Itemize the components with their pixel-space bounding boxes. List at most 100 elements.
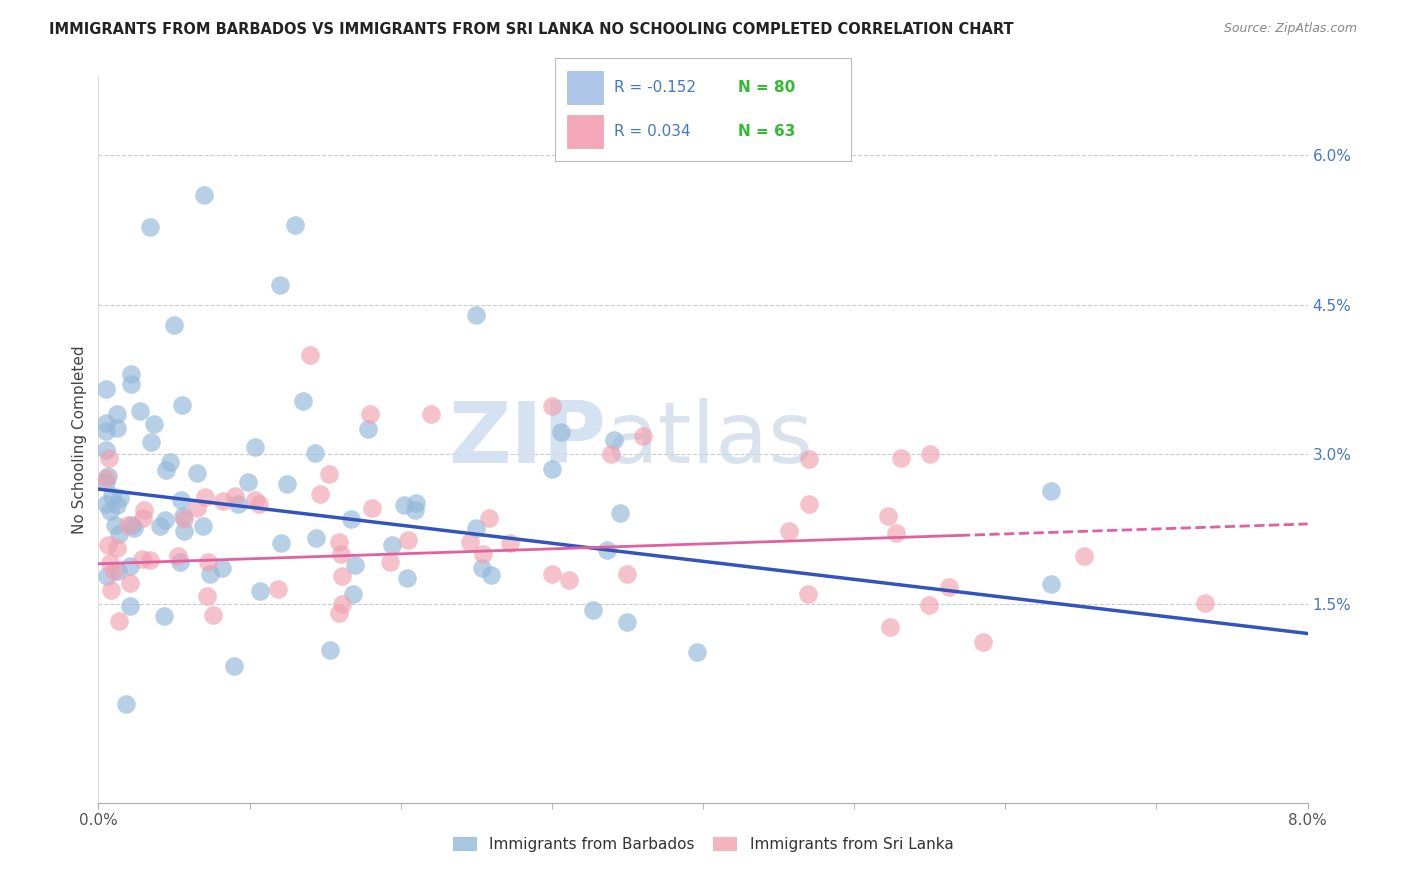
Y-axis label: No Schooling Completed: No Schooling Completed bbox=[72, 345, 87, 533]
Text: N = 63: N = 63 bbox=[738, 124, 796, 139]
Point bbox=[138, 219, 160, 234]
Point bbox=[94, 475, 117, 489]
Legend: Immigrants from Barbados, Immigrants from Sri Lanka: Immigrants from Barbados, Immigrants fro… bbox=[449, 833, 957, 857]
Point bbox=[186, 501, 208, 516]
Bar bbox=[567, 71, 603, 104]
Point bbox=[139, 552, 162, 566]
Point bbox=[97, 451, 120, 466]
Point bbox=[159, 454, 181, 468]
Point bbox=[139, 434, 162, 449]
Point bbox=[328, 535, 350, 549]
Point bbox=[481, 568, 503, 582]
Point bbox=[98, 504, 121, 518]
Point bbox=[155, 463, 177, 477]
Point bbox=[631, 428, 654, 442]
Point bbox=[191, 519, 214, 533]
Point bbox=[884, 525, 907, 540]
Point bbox=[276, 477, 298, 491]
Point bbox=[105, 407, 128, 421]
Point bbox=[318, 467, 340, 481]
Point bbox=[132, 503, 155, 517]
Point bbox=[309, 487, 332, 501]
Point bbox=[1194, 596, 1216, 610]
Point bbox=[94, 417, 117, 431]
Point bbox=[186, 467, 208, 481]
Point bbox=[270, 536, 292, 550]
Point bbox=[107, 564, 129, 578]
Point bbox=[876, 509, 898, 524]
Point bbox=[97, 469, 120, 483]
Point bbox=[269, 277, 291, 292]
Point bbox=[938, 580, 960, 594]
Point bbox=[339, 511, 361, 525]
Point bbox=[170, 398, 193, 412]
Point bbox=[381, 537, 404, 551]
Point bbox=[396, 571, 419, 585]
Point bbox=[211, 494, 233, 508]
Point bbox=[471, 561, 494, 575]
Point bbox=[879, 620, 901, 634]
Point bbox=[226, 497, 249, 511]
Point bbox=[284, 218, 307, 232]
Point bbox=[797, 587, 820, 601]
Point bbox=[778, 524, 800, 538]
Point bbox=[304, 446, 326, 460]
Point bbox=[120, 367, 142, 381]
Point bbox=[797, 497, 820, 511]
Point bbox=[299, 348, 322, 362]
Point bbox=[105, 421, 128, 435]
Point bbox=[380, 555, 402, 569]
Point bbox=[197, 555, 219, 569]
Point bbox=[616, 615, 638, 629]
Point bbox=[122, 521, 145, 535]
Point bbox=[540, 399, 562, 413]
Point bbox=[222, 659, 245, 673]
Point bbox=[153, 513, 176, 527]
Point bbox=[918, 599, 941, 613]
Point bbox=[465, 521, 488, 535]
Point bbox=[405, 496, 427, 510]
Point bbox=[318, 643, 340, 657]
Point bbox=[404, 502, 426, 516]
Point bbox=[357, 422, 380, 436]
Point bbox=[107, 527, 129, 541]
Point bbox=[603, 433, 626, 447]
Point bbox=[103, 564, 125, 578]
Point bbox=[128, 404, 150, 418]
Bar bbox=[567, 115, 603, 148]
Point bbox=[198, 566, 221, 581]
Point bbox=[291, 394, 314, 409]
Point bbox=[685, 645, 707, 659]
Text: IMMIGRANTS FROM BARBADOS VS IMMIGRANTS FROM SRI LANKA NO SCHOOLING COMPLETED COR: IMMIGRANTS FROM BARBADOS VS IMMIGRANTS F… bbox=[49, 22, 1014, 37]
Point bbox=[392, 498, 415, 512]
Point bbox=[114, 697, 136, 711]
Point bbox=[167, 549, 190, 563]
Point bbox=[118, 559, 141, 574]
Point bbox=[100, 583, 122, 598]
Point bbox=[249, 584, 271, 599]
Point bbox=[94, 443, 117, 458]
Point bbox=[169, 555, 191, 569]
Point bbox=[153, 609, 176, 624]
Point bbox=[360, 408, 382, 422]
Point bbox=[243, 492, 266, 507]
Point bbox=[118, 599, 141, 613]
Point bbox=[247, 498, 270, 512]
Point bbox=[329, 548, 352, 562]
Point bbox=[94, 424, 117, 438]
Point bbox=[94, 382, 117, 396]
Point bbox=[98, 556, 121, 570]
Point bbox=[117, 518, 139, 533]
Point bbox=[104, 518, 127, 533]
Point bbox=[330, 569, 353, 583]
Point bbox=[1039, 484, 1062, 499]
Point bbox=[328, 606, 350, 620]
Point bbox=[193, 490, 215, 504]
Point bbox=[458, 534, 481, 549]
Point bbox=[193, 188, 215, 202]
Text: Source: ZipAtlas.com: Source: ZipAtlas.com bbox=[1223, 22, 1357, 36]
Point bbox=[267, 582, 290, 596]
Point bbox=[245, 440, 267, 454]
Point bbox=[558, 573, 581, 587]
Point bbox=[478, 511, 501, 525]
